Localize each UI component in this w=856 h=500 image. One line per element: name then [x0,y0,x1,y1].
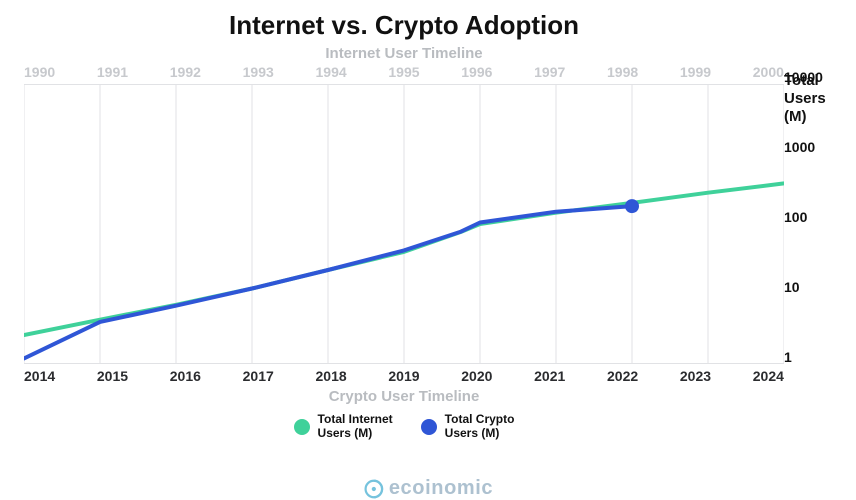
watermark: ecoinomic [363,477,493,500]
plot-area [24,84,784,364]
x-top-tick: 1994 [316,64,347,80]
x-top-tick: 1993 [243,64,274,80]
x-top-tick: 1990 [24,64,55,80]
legend-label-line1: Total Internet [318,412,393,426]
x-top-tick: 1991 [97,64,128,80]
legend: Total Internet Users (M) Total Crypto Us… [24,413,784,441]
x-axis-bottom-title: Crypto User Timeline [24,388,784,405]
x-top-tick: 2000 [753,64,784,80]
x-top-tick: 1999 [680,64,711,80]
x-bottom-tick: 2019 [388,368,419,384]
chart-container: Internet vs. Crypto Adoption Internet Us… [24,10,784,480]
y-tick: 1000 [784,139,848,155]
y-tick: 1 [784,349,848,365]
watermark-text: ecoinomic [389,477,493,500]
series-crypto-marker [625,199,639,213]
legend-label: Total Crypto Users (M) [445,413,515,441]
x-bottom-tick: 2014 [24,368,55,384]
legend-label-line2: Users (M) [445,426,500,440]
legend-dot-icon [421,419,437,435]
y-tick: 10 [784,279,848,295]
legend-label-line2: Users (M) [318,426,373,440]
legend-label-line1: Total Crypto [445,412,515,426]
x-bottom-tick: 2024 [753,368,784,384]
x-bottom-tick: 2016 [170,368,201,384]
x-axis-bottom-labels: 2014 2015 2016 2017 2018 2019 2020 2021 2022 2023… [24,364,784,384]
legend-item-internet: Total Internet Users (M) [294,413,393,441]
chart-title: Internet vs. Crypto Adoption [24,10,784,41]
x-bottom-tick: 2017 [243,368,274,384]
x-top-tick: 1996 [461,64,492,80]
chart-svg [24,84,784,364]
legend-label: Total Internet Users (M) [318,413,393,441]
legend-item-crypto: Total Crypto Users (M) [421,413,515,441]
x-top-tick: 1995 [388,64,419,80]
legend-dot-icon [294,419,310,435]
x-top-tick: 1992 [170,64,201,80]
x-bottom-tick: 2023 [680,368,711,384]
x-bottom-tick: 2022 [607,368,638,384]
x-bottom-tick: 2018 [316,368,347,384]
x-top-tick: 1997 [534,64,565,80]
x-bottom-tick: 2020 [461,368,492,384]
y-tick: 100 [784,209,848,225]
watermark-logo-icon [363,478,385,500]
x-top-tick: 1998 [607,64,638,80]
y-tick: 10000 [784,69,848,85]
x-axis-top-title: Internet User Timeline [24,45,784,62]
x-axis-top-labels: 1990 1991 1992 1993 1994 1995 1996 1997 1998 1999… [24,64,784,84]
x-bottom-tick: 2015 [97,368,128,384]
x-bottom-tick: 2021 [534,368,565,384]
